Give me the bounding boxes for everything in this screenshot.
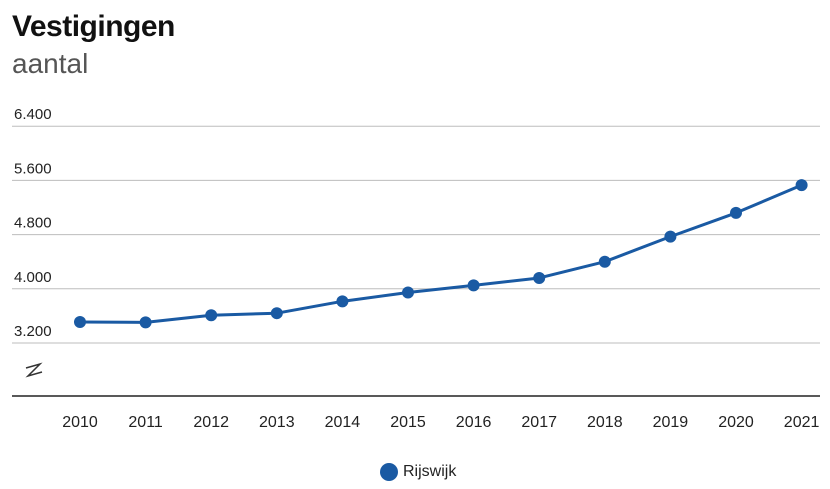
legend-swatch-icon (380, 463, 398, 481)
y-tick-label: 5.600 (14, 160, 52, 177)
data-point (139, 316, 152, 329)
data-point (598, 255, 611, 268)
x-tick-label: 2015 (390, 414, 426, 431)
y-tick-label: 3.200 (14, 323, 52, 340)
legend-label-rijswijk: Rijswijk (403, 463, 457, 480)
x-tick-label: 2020 (718, 414, 754, 431)
x-tick-label: 2010 (62, 414, 98, 431)
y-tick-label: 4.000 (14, 269, 52, 286)
data-point (795, 179, 808, 192)
legend: Rijswijk (380, 463, 456, 481)
series-rijswijk (74, 179, 808, 329)
chart-title: Vestigingen (12, 10, 175, 43)
data-point (730, 206, 742, 219)
data-point (402, 286, 414, 299)
x-tick-label: 2017 (521, 414, 557, 431)
series-line (79, 183, 803, 324)
x-tick-label: 2021 (784, 414, 820, 431)
x-tick-label: 2018 (587, 414, 623, 431)
chart-subtitle: aantal (12, 48, 89, 79)
x-tick-label: 2016 (456, 414, 492, 431)
y-tick-label: 4.800 (14, 215, 52, 232)
x-tick-label: 2013 (259, 414, 295, 431)
data-point (533, 271, 546, 284)
x-axis-tick-labels: 2010 2011 2012 2013 2014 2015 2016 2017 2018 2019… (62, 414, 819, 431)
data-point (664, 230, 677, 243)
data-point (467, 279, 480, 292)
y-tick-label: 6.400 (14, 106, 52, 123)
y-axis-tick-labels: 3.200 4.000 4.800 5.600 6.400 (14, 106, 52, 340)
data-point (205, 309, 218, 322)
data-point (74, 315, 86, 328)
axis-break-icon (25, 362, 43, 378)
x-tick-label: 2012 (193, 414, 229, 431)
data-point (270, 307, 283, 320)
x-tick-label: 2011 (128, 414, 163, 431)
x-tick-label: 2014 (325, 414, 361, 431)
data-point (336, 295, 349, 308)
gridlines (12, 125, 820, 344)
x-tick-label: 2019 (653, 414, 689, 431)
